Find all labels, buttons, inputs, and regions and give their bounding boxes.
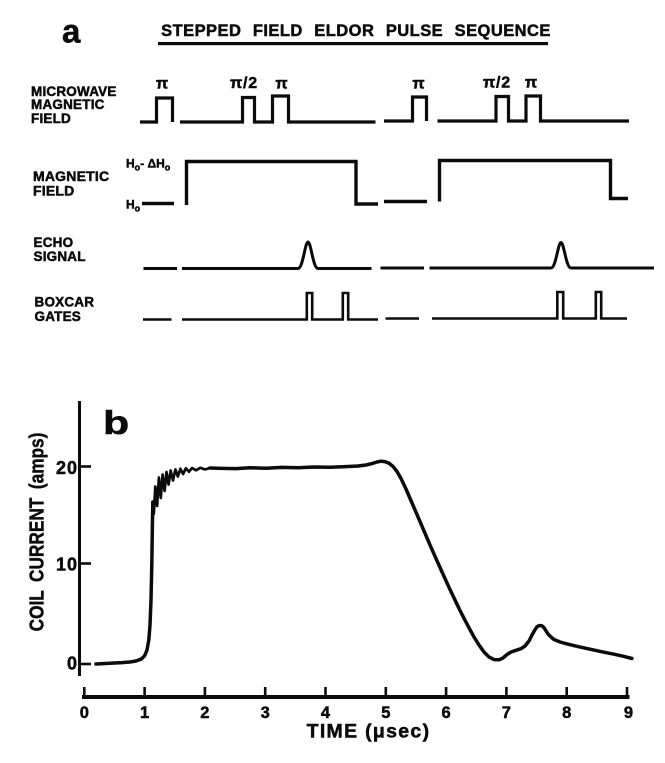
svg-text:2: 2 bbox=[200, 704, 209, 722]
svg-text:COIL CURRENT (amps): COIL CURRENT (amps) bbox=[25, 433, 48, 632]
svg-text:STEPPED FIELD ELDOR PULSE SEQU: STEPPED FIELD ELDOR PULSE SEQUENCE bbox=[161, 22, 551, 40]
svg-text:MAGNETIC: MAGNETIC bbox=[33, 168, 109, 184]
svg-text:FIELD: FIELD bbox=[31, 111, 71, 126]
svg-text:7: 7 bbox=[502, 704, 511, 722]
svg-text:SIGNAL: SIGNAL bbox=[34, 249, 86, 264]
svg-text:a: a bbox=[62, 13, 81, 50]
svg-text:MICROWAVE: MICROWAVE bbox=[31, 84, 117, 99]
svg-text:0: 0 bbox=[80, 704, 89, 722]
svg-text:MAGNETIC: MAGNETIC bbox=[31, 97, 105, 112]
svg-text:5: 5 bbox=[381, 704, 390, 722]
svg-text:10: 10 bbox=[56, 555, 78, 575]
svg-text:4: 4 bbox=[321, 704, 331, 722]
svg-text:6: 6 bbox=[442, 704, 451, 722]
svg-text:ECHO: ECHO bbox=[34, 235, 74, 250]
svg-text:9: 9 bbox=[624, 704, 633, 722]
svg-text:FIELD: FIELD bbox=[33, 183, 74, 199]
svg-text:BOXCAR: BOXCAR bbox=[35, 295, 95, 310]
svg-text:π: π bbox=[412, 76, 424, 93]
svg-text:1: 1 bbox=[140, 704, 149, 722]
svg-text:TIME (μsec): TIME (μsec) bbox=[307, 721, 431, 743]
svg-text:GATES: GATES bbox=[35, 309, 82, 324]
svg-text:π: π bbox=[525, 75, 537, 92]
svg-text:π/2: π/2 bbox=[230, 75, 258, 92]
svg-text:Ho- ΔHo: Ho- ΔHo bbox=[126, 157, 171, 173]
svg-text:π: π bbox=[275, 76, 287, 93]
svg-text:0: 0 bbox=[67, 654, 77, 674]
svg-text:π: π bbox=[156, 76, 168, 93]
svg-text:8: 8 bbox=[562, 704, 571, 722]
svg-text:20: 20 bbox=[56, 458, 78, 478]
svg-text:π/2: π/2 bbox=[483, 75, 511, 92]
svg-text:3: 3 bbox=[261, 704, 270, 722]
svg-text:b: b bbox=[103, 405, 129, 442]
